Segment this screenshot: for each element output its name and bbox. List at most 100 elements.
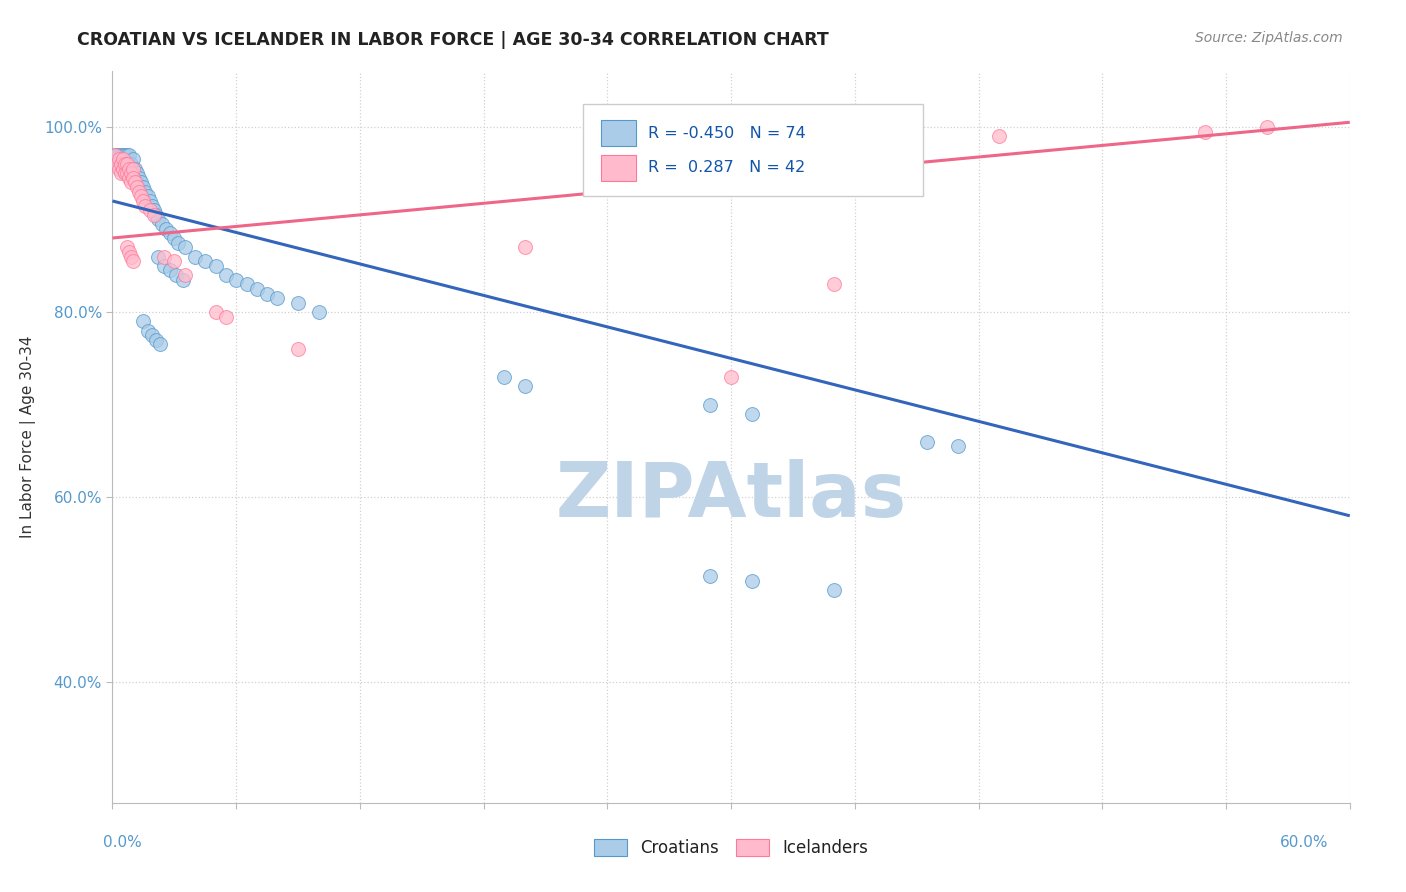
Point	[122, 170, 145, 185]
Point	[111, 161, 134, 176]
Point	[741, 574, 763, 588]
Point	[988, 129, 1011, 144]
Point	[118, 157, 141, 171]
Point	[124, 170, 146, 185]
Point	[114, 166, 136, 180]
Point	[155, 221, 177, 235]
Point	[132, 180, 155, 194]
Text: Source: ZipAtlas.com: Source: ZipAtlas.com	[1195, 31, 1343, 45]
Point	[127, 166, 149, 180]
Point	[128, 185, 150, 199]
Point	[127, 176, 149, 190]
Bar	[602, 155, 636, 181]
Point	[494, 370, 516, 384]
Point	[165, 268, 187, 282]
Point	[699, 569, 721, 583]
Point	[122, 153, 145, 167]
Point	[145, 208, 167, 222]
Point	[110, 166, 132, 180]
Point	[115, 240, 138, 254]
Point	[110, 147, 132, 161]
Point	[145, 333, 167, 347]
Point	[122, 254, 145, 268]
Point	[107, 161, 129, 176]
Point	[741, 407, 763, 421]
Point	[120, 250, 142, 264]
Point	[1256, 120, 1278, 134]
Point	[124, 176, 146, 190]
Point	[120, 166, 142, 180]
Point	[204, 259, 226, 273]
Point	[115, 157, 138, 171]
Point	[131, 176, 153, 190]
Point	[266, 291, 288, 305]
Point	[134, 185, 156, 199]
Point	[122, 161, 145, 176]
Point	[122, 161, 145, 176]
Point	[308, 305, 330, 319]
Point	[159, 227, 181, 241]
Point	[107, 147, 129, 161]
Point	[150, 217, 173, 231]
Point	[118, 244, 141, 259]
Point	[114, 157, 136, 171]
Text: R =  0.287   N = 42: R = 0.287 N = 42	[648, 161, 806, 176]
Point	[134, 199, 156, 213]
Point	[107, 153, 129, 167]
Point	[167, 235, 190, 250]
Point	[138, 194, 160, 208]
Point	[153, 250, 176, 264]
Point	[141, 328, 163, 343]
Point	[111, 153, 134, 167]
Point	[513, 240, 536, 254]
Point	[823, 277, 845, 292]
Point	[946, 439, 969, 453]
Point	[287, 342, 309, 356]
Legend: Croatians, Icelanders: Croatians, Icelanders	[588, 832, 875, 864]
Point	[823, 582, 845, 597]
Point	[132, 194, 155, 208]
Bar	[602, 120, 636, 146]
Point	[114, 166, 136, 180]
Point	[1194, 124, 1216, 138]
Text: CROATIAN VS ICELANDER IN LABOR FORCE | AGE 30-34 CORRELATION CHART: CROATIAN VS ICELANDER IN LABOR FORCE | A…	[77, 31, 830, 49]
Point	[128, 180, 150, 194]
Y-axis label: In Labor Force | Age 30-34: In Labor Force | Age 30-34	[20, 335, 35, 539]
Point	[120, 157, 142, 171]
Point	[204, 305, 226, 319]
Point	[115, 166, 138, 180]
Text: 60.0%: 60.0%	[1281, 836, 1329, 850]
Point	[163, 254, 186, 268]
Point	[105, 157, 128, 171]
Point	[115, 166, 138, 180]
Point	[142, 208, 165, 222]
Point	[136, 324, 159, 338]
Point	[120, 166, 142, 180]
Point	[110, 157, 132, 171]
Point	[118, 161, 141, 176]
Point	[173, 268, 195, 282]
Point	[141, 199, 163, 213]
Point	[142, 203, 165, 218]
Point	[215, 310, 238, 324]
Point	[131, 189, 153, 203]
Point	[146, 212, 169, 227]
Point	[287, 295, 309, 310]
Point	[194, 254, 217, 268]
Point	[184, 250, 207, 264]
Point	[122, 170, 145, 185]
Point	[120, 176, 142, 190]
Point	[128, 170, 150, 185]
Point	[720, 370, 742, 384]
Point	[118, 147, 141, 161]
Point	[118, 170, 141, 185]
Point	[138, 203, 160, 218]
Point	[256, 286, 278, 301]
Point	[136, 189, 159, 203]
Point	[115, 157, 138, 171]
Point	[107, 157, 129, 171]
Point	[246, 282, 269, 296]
Point	[173, 240, 195, 254]
Point	[146, 250, 169, 264]
Point	[215, 268, 238, 282]
